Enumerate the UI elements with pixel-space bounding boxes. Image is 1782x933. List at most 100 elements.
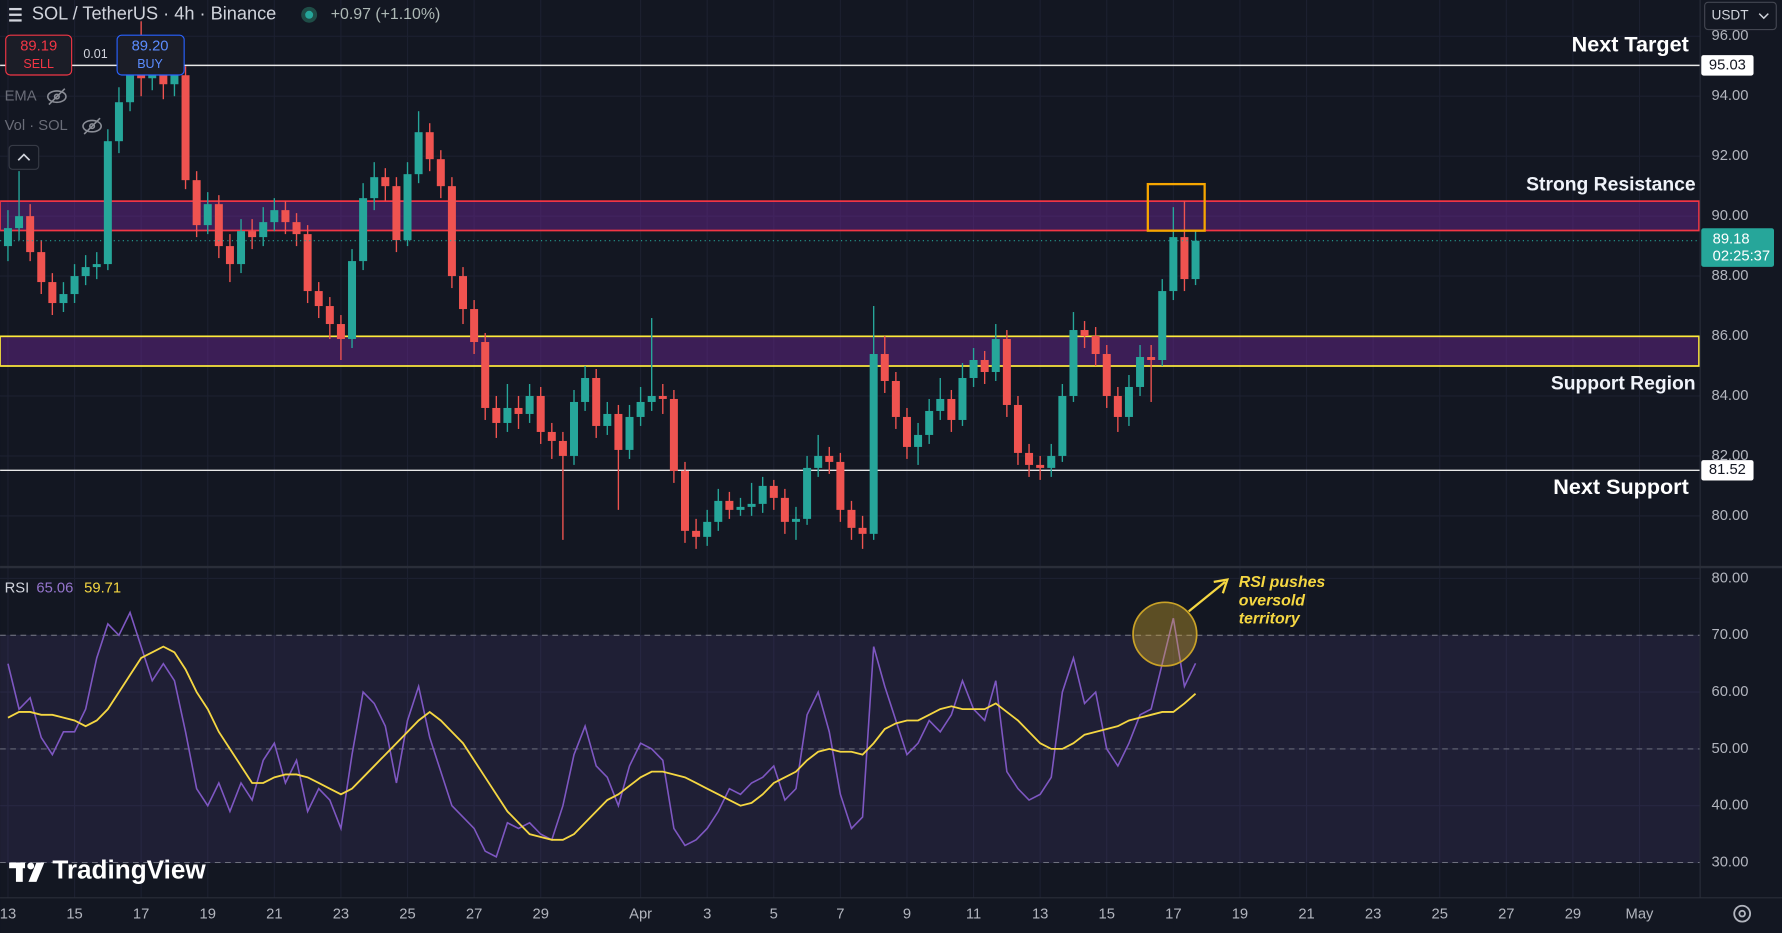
candle-body	[59, 294, 68, 304]
currency-button[interactable]	[1704, 1, 1777, 31]
candle-body	[791, 518, 800, 522]
candle-body	[669, 398, 678, 471]
x-tick-label: 29	[1565, 907, 1581, 923]
collapse-button[interactable]	[8, 144, 40, 170]
candle-body	[3, 228, 12, 247]
price-change: +0.97 (+1.10%)	[331, 6, 441, 23]
candle-body	[92, 264, 101, 268]
zone	[0, 335, 1700, 367]
candle-body	[292, 222, 301, 235]
candle-body	[780, 497, 789, 522]
last-price-box	[1701, 228, 1774, 267]
candle-body	[925, 410, 934, 435]
candle-body	[1080, 330, 1089, 337]
candle-body	[1136, 357, 1145, 387]
y-tick-label: 96.00	[1711, 28, 1748, 44]
candle-body	[237, 231, 246, 265]
x-tick-label: 21	[1298, 907, 1314, 923]
x-tick-label: 9	[903, 907, 911, 923]
candle-body	[248, 231, 257, 238]
candle-body	[70, 276, 79, 295]
spread: 0.01	[83, 47, 107, 61]
x-tick-label: 13	[1032, 907, 1048, 923]
candle-body	[936, 398, 945, 411]
candle-body	[1158, 291, 1167, 361]
candle-body	[1013, 404, 1022, 453]
candle-body	[348, 261, 357, 340]
candle-body	[392, 186, 401, 241]
x-tick-label: 29	[532, 907, 548, 923]
candle-body	[1002, 339, 1011, 405]
collapse-icon	[17, 153, 31, 161]
hidden-eye-icon[interactable]	[46, 88, 67, 106]
y-tick-label: 40.00	[1711, 798, 1748, 814]
candle-body	[603, 413, 612, 426]
x-tick-label: 15	[66, 907, 82, 923]
candle-body	[281, 210, 290, 223]
candle-body	[225, 246, 234, 265]
candle-body	[625, 416, 634, 450]
x-tick-label: 27	[466, 907, 482, 923]
x-tick-label: 25	[1432, 907, 1448, 923]
countdown: 02:25:37	[1713, 249, 1770, 265]
candle-body	[1047, 455, 1056, 468]
indicator-ema[interactable]: EMA	[5, 89, 37, 105]
buy-label[interactable]: BUY	[137, 57, 163, 71]
candle-body	[1113, 395, 1122, 417]
candle-body	[403, 174, 412, 241]
candle-body	[991, 339, 1000, 372]
sell-label[interactable]: SELL	[23, 57, 54, 71]
last-price: 89.18	[1713, 231, 1750, 247]
settings-icon[interactable]	[1733, 904, 1752, 923]
x-tick-label: 17	[133, 907, 149, 923]
symbol-menu-icon[interactable]	[9, 7, 22, 22]
candle-body	[203, 204, 212, 226]
x-tick-label: May	[1626, 907, 1655, 923]
candle-body	[969, 360, 978, 378]
candle-body	[714, 500, 723, 522]
sell-price[interactable]: 89.19	[20, 38, 57, 54]
candle-body	[547, 431, 556, 441]
candle-body	[914, 434, 923, 447]
candle-body	[636, 401, 645, 417]
candle-body	[747, 503, 756, 507]
sell-button[interactable]	[5, 34, 73, 76]
candle-body	[370, 177, 379, 199]
candle-body	[980, 360, 989, 372]
y-tick-label: 90.00	[1711, 208, 1748, 224]
candle-body	[703, 521, 712, 537]
level-label: Next Support	[1553, 474, 1688, 499]
highlight-circle	[1132, 601, 1198, 667]
candle-body	[1036, 464, 1045, 468]
symbol-title[interactable]: SOL / TetherUS · 4h · Binance	[32, 4, 276, 24]
candle-body	[436, 159, 445, 187]
candle-body	[1102, 354, 1111, 396]
candle-body	[847, 509, 856, 528]
candle-body	[902, 416, 911, 447]
candle-body	[1069, 330, 1078, 396]
y-tick-label: 92.00	[1711, 148, 1748, 164]
level-price-box	[1701, 460, 1754, 481]
buy-price[interactable]: 89.20	[132, 38, 169, 54]
buy-button[interactable]	[116, 34, 185, 76]
y-tick-label: 30.00	[1711, 854, 1748, 870]
y-tick-label: 80.00	[1711, 508, 1748, 524]
rsi-line	[7, 610, 1197, 858]
candle-body	[1147, 357, 1156, 361]
candle-body	[425, 132, 434, 160]
candle-body	[647, 395, 656, 402]
x-tick-label: 13	[0, 907, 16, 923]
hidden-eye-icon[interactable]	[82, 117, 102, 135]
annotation-arrow	[1188, 580, 1226, 613]
candle-body	[614, 413, 623, 450]
x-tick-label: 27	[1498, 907, 1514, 923]
candle-body	[336, 324, 345, 340]
candle-body	[1124, 386, 1133, 417]
zone-label: Support Region	[1551, 373, 1696, 394]
y-tick-label: 50.00	[1711, 741, 1748, 757]
indicator-volume[interactable]: Vol · SOL	[5, 118, 68, 134]
currency-label[interactable]: USDT	[1711, 8, 1749, 23]
level-label: Next Target	[1572, 32, 1689, 57]
x-tick-label: 17	[1165, 907, 1181, 923]
